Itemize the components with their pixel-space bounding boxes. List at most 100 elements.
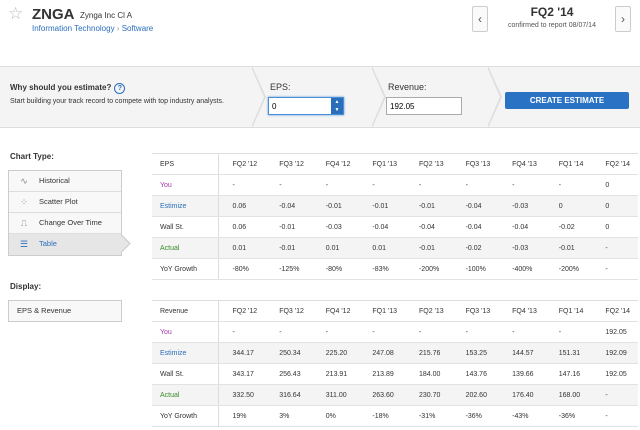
revenue-field bbox=[386, 97, 462, 115]
table-cell: 144.57 bbox=[498, 342, 545, 364]
chart-type-item-label: Historical bbox=[39, 176, 70, 185]
breadcrumb-industry[interactable]: Software bbox=[121, 24, 154, 33]
table-cell: 176.40 bbox=[498, 384, 545, 406]
star-icon[interactable]: ☆ bbox=[8, 4, 24, 23]
column-header: FQ2 '13 bbox=[404, 300, 452, 322]
chevron-divider bbox=[487, 66, 502, 128]
table-cell: - bbox=[358, 321, 405, 343]
eps-input[interactable] bbox=[269, 98, 331, 114]
table-cell: 0.06 bbox=[218, 216, 266, 238]
column-header: FQ4 '13 bbox=[498, 153, 545, 175]
step-down-icon[interactable]: ▼ bbox=[334, 107, 340, 113]
revenue-table-body: You - - - - - - - -192.05 Estimize 344.17 250.34 225… bbox=[152, 321, 638, 427]
row-label: You bbox=[152, 174, 219, 196]
table-cell: - bbox=[358, 174, 405, 196]
column-header: FQ2 '14 bbox=[591, 153, 638, 175]
column-header: FQ2 '13 bbox=[404, 153, 452, 175]
table-cell: -100% bbox=[451, 258, 499, 280]
display-select[interactable]: EPS & Revenue bbox=[8, 300, 122, 322]
step-icon: ⎍ bbox=[20, 218, 28, 228]
breadcrumb: Information Technology › Software bbox=[32, 24, 153, 33]
line-icon: ∿ bbox=[20, 176, 28, 186]
row-label: You bbox=[152, 321, 219, 343]
table-row: Wall St. 343.17 256.43 213.91 213.89 184.00 14… bbox=[152, 363, 638, 385]
table-cell: 250.34 bbox=[265, 342, 312, 364]
table-cell: - bbox=[544, 174, 592, 196]
table-cell: - bbox=[498, 321, 545, 343]
table-cell: - bbox=[265, 174, 312, 196]
breadcrumb-separator: › bbox=[114, 24, 122, 33]
table-cell: 147.16 bbox=[544, 363, 592, 385]
table-row: Actual 332.50 316.64 311.00 263.60 230.70 202.… bbox=[152, 384, 638, 406]
scatter-icon: ⁘ bbox=[20, 197, 28, 207]
table-cell: 263.60 bbox=[358, 384, 405, 406]
table-cell: -36% bbox=[544, 405, 592, 427]
table-cell: 202.60 bbox=[451, 384, 499, 406]
help-icon[interactable]: ? bbox=[114, 83, 126, 94]
chart-type-change-over-time[interactable]: ⎍ Change Over Time bbox=[9, 213, 121, 234]
table-cell: 343.17 bbox=[218, 363, 266, 385]
chart-type-historical[interactable]: ∿ Historical bbox=[9, 171, 121, 192]
eps-stepper[interactable]: ▲ ▼ bbox=[331, 98, 343, 114]
table-cell: -0.02 bbox=[451, 237, 499, 259]
column-header: FQ3 '12 bbox=[265, 300, 312, 322]
table-cell: 332.50 bbox=[218, 384, 266, 406]
table-cell: -0.01 bbox=[404, 195, 452, 217]
table-cell: -400% bbox=[498, 258, 545, 280]
table-cell: 153.25 bbox=[451, 342, 499, 364]
column-header: FQ2 '12 bbox=[218, 153, 266, 175]
chevron-divider bbox=[371, 66, 386, 128]
table-cell: 0 bbox=[591, 195, 638, 217]
table-cell: -0.03 bbox=[498, 195, 545, 217]
table-cell: 0 bbox=[544, 195, 592, 217]
column-header: FQ4 '13 bbox=[498, 300, 545, 322]
table-cell: 213.91 bbox=[311, 363, 359, 385]
column-header: FQ1 '14 bbox=[544, 153, 592, 175]
stock-header: ☆ ZNGA Zynga Inc Cl A Information Techno… bbox=[0, 0, 640, 66]
table-cell: -0.04 bbox=[451, 195, 499, 217]
previous-quarter-button[interactable]: ‹ bbox=[472, 6, 488, 32]
table-cell: - bbox=[404, 174, 452, 196]
table-cell: -0.02 bbox=[544, 216, 592, 238]
table-row: You - - - - - - - -0 bbox=[152, 174, 638, 196]
company-name: Zynga Inc Cl A bbox=[80, 11, 133, 20]
table-cell: -80% bbox=[311, 258, 359, 280]
table-cell: 215.76 bbox=[404, 342, 452, 364]
table-cell: 192.05 bbox=[591, 363, 638, 385]
revenue-input[interactable] bbox=[387, 98, 459, 114]
row-label: Wall St. bbox=[152, 216, 219, 238]
next-quarter-button[interactable]: › bbox=[615, 6, 631, 32]
table-cell: - bbox=[404, 321, 452, 343]
why-estimate-description: Start building your track record to comp… bbox=[10, 98, 224, 105]
chart-type-scatter[interactable]: ⁘ Scatter Plot bbox=[9, 192, 121, 213]
table-cell: - bbox=[591, 405, 638, 427]
table-cell: -0.03 bbox=[311, 216, 359, 238]
column-header: FQ3 '13 bbox=[451, 300, 499, 322]
breadcrumb-sector[interactable]: Information Technology bbox=[32, 24, 115, 33]
estimate-bar: Why should you estimate?? Start building… bbox=[0, 66, 640, 128]
table-cell: 19% bbox=[218, 405, 266, 427]
step-up-icon[interactable]: ▲ bbox=[334, 99, 340, 105]
table-row: Estimize 344.17 250.34 225.20 247.08 215.76 15… bbox=[152, 342, 638, 364]
table-cell: - bbox=[451, 174, 499, 196]
table-cell: 0% bbox=[311, 405, 359, 427]
table-cell: -0.01 bbox=[265, 216, 312, 238]
create-estimate-button[interactable]: CREATE ESTIMATE bbox=[505, 92, 629, 109]
row-label: Estimize bbox=[152, 195, 219, 217]
table-cell: -36% bbox=[451, 405, 499, 427]
table-cell: 151.31 bbox=[544, 342, 592, 364]
table-cell: 247.08 bbox=[358, 342, 405, 364]
table-row: You - - - - - - - -192.05 bbox=[152, 321, 638, 343]
table-cell: - bbox=[591, 258, 638, 280]
column-header: FQ1 '13 bbox=[358, 300, 405, 322]
table-row: YoY Growth 19% 3% 0% -18% -31% -36% -43% -36% - bbox=[152, 405, 638, 427]
table-cell: -0.03 bbox=[498, 237, 545, 259]
table-cell: -0.01 bbox=[265, 237, 312, 259]
table-title: EPS bbox=[152, 153, 219, 175]
column-header: FQ2 '14 bbox=[591, 300, 638, 322]
chart-type-table[interactable]: ☰ Table bbox=[9, 234, 121, 255]
eps-field: ▲ ▼ bbox=[268, 97, 344, 115]
table-cell: -0.04 bbox=[498, 216, 545, 238]
column-header: FQ4 '12 bbox=[311, 153, 359, 175]
table-cell: -0.04 bbox=[265, 195, 312, 217]
